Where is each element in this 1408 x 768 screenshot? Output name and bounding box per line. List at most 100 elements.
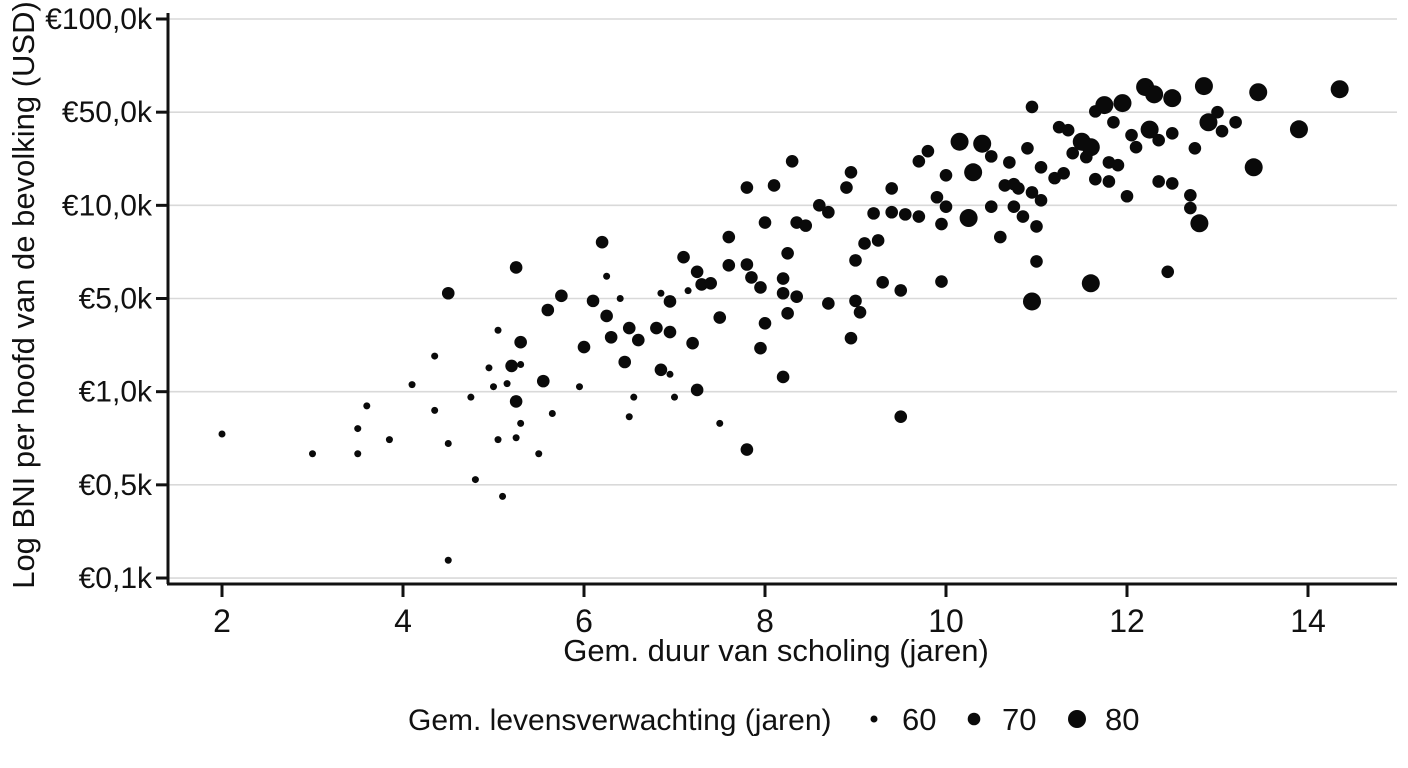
- data-point: [663, 295, 677, 308]
- data-point: [586, 294, 600, 308]
- data-point: [849, 254, 862, 267]
- data-point: [677, 250, 690, 264]
- legend-label-80: 80: [1105, 702, 1139, 737]
- data-point: [935, 217, 948, 231]
- data-point: [604, 330, 618, 344]
- data-point: [964, 163, 983, 182]
- data-point: [704, 276, 717, 290]
- data-point: [536, 374, 550, 388]
- data-point: [885, 182, 898, 195]
- data-point: [994, 230, 1007, 244]
- data-point: [535, 450, 543, 458]
- data-point: [363, 402, 371, 410]
- data-point: [1107, 115, 1120, 129]
- data-point: [1163, 89, 1182, 108]
- data-point: [840, 181, 853, 194]
- data-point: [577, 340, 591, 354]
- data-point: [512, 434, 520, 442]
- data-point: [654, 363, 668, 377]
- data-point: [1120, 189, 1134, 203]
- data-point: [354, 450, 362, 458]
- data-point: [844, 331, 858, 345]
- data-point: [517, 419, 525, 427]
- data-point: [1034, 194, 1048, 207]
- data-point: [1102, 175, 1116, 188]
- data-point: [1025, 100, 1039, 114]
- data-point: [603, 272, 611, 280]
- data-point: [630, 393, 638, 401]
- data-point: [740, 443, 754, 456]
- y-tick-label: €100,0k: [45, 3, 153, 36]
- data-point: [686, 336, 699, 350]
- data-point: [671, 393, 678, 401]
- data-point: [431, 352, 439, 360]
- data-point: [616, 295, 624, 303]
- data-point: [1012, 182, 1025, 195]
- data-point: [218, 430, 226, 438]
- data-point: [467, 393, 475, 401]
- gridlines: [169, 18, 1397, 579]
- data-point: [632, 333, 645, 347]
- legend-dot-70: [967, 712, 981, 726]
- data-point: [517, 360, 525, 368]
- data-point: [1184, 201, 1197, 215]
- data-point: [758, 216, 772, 229]
- x-tick-label: 8: [756, 603, 774, 639]
- y-tick-label: €0,1k: [79, 562, 153, 595]
- data-point: [776, 286, 790, 300]
- data-point: [930, 190, 944, 204]
- data-point: [858, 237, 871, 250]
- legend-dot-60: [870, 715, 878, 723]
- data-point: [912, 154, 926, 168]
- data-point: [740, 258, 754, 271]
- data-point: [1089, 172, 1102, 186]
- legend-title: Gem. levensverwachting (jaren): [408, 704, 832, 737]
- y-tick-label: €5,0k: [79, 283, 153, 316]
- data-point: [354, 425, 362, 433]
- data-point: [1289, 120, 1308, 139]
- data-point: [822, 297, 835, 310]
- data-point: [1111, 158, 1125, 172]
- data-point: [444, 556, 452, 564]
- data-point: [1145, 85, 1164, 104]
- data-point: [1025, 186, 1039, 199]
- data-point: [309, 450, 316, 458]
- data-point: [690, 265, 704, 279]
- data-point: [622, 321, 636, 335]
- data-point: [1057, 166, 1070, 180]
- data-point: [867, 207, 880, 220]
- legend-label-70: 70: [1002, 702, 1036, 737]
- data-point: [984, 150, 998, 163]
- y-tick-label: €1,0k: [79, 376, 153, 409]
- y-tick-label: €0,5k: [79, 469, 153, 502]
- legend-size-dots: [870, 710, 1086, 728]
- data-point: [1021, 141, 1034, 155]
- data-point: [935, 275, 948, 288]
- data-point: [894, 410, 908, 424]
- data-point: [505, 359, 518, 373]
- data-point: [431, 406, 439, 414]
- data-point: [754, 341, 767, 355]
- x-tick-label: 12: [1109, 603, 1145, 639]
- legend-label-60: 60: [902, 702, 936, 737]
- data-point: [973, 134, 992, 153]
- data-point: [1016, 210, 1030, 223]
- data-point: [1095, 96, 1114, 115]
- data-point: [1330, 80, 1349, 99]
- x-axis-title: Gem. duur van scholing (jaren): [563, 633, 989, 668]
- data-point: [1113, 94, 1132, 113]
- data-point: [494, 326, 502, 334]
- data-point: [950, 132, 969, 151]
- x-tick-label: 4: [394, 603, 412, 639]
- data-point: [471, 476, 479, 484]
- data-point: [1161, 265, 1175, 279]
- data-point: [849, 294, 862, 308]
- data-point: [625, 413, 633, 421]
- data-point: [509, 395, 523, 408]
- data-point: [885, 205, 898, 219]
- data-point: [575, 383, 583, 391]
- data-point: [1199, 113, 1218, 132]
- x-tick-label: 6: [575, 603, 593, 639]
- data-point: [1030, 220, 1043, 233]
